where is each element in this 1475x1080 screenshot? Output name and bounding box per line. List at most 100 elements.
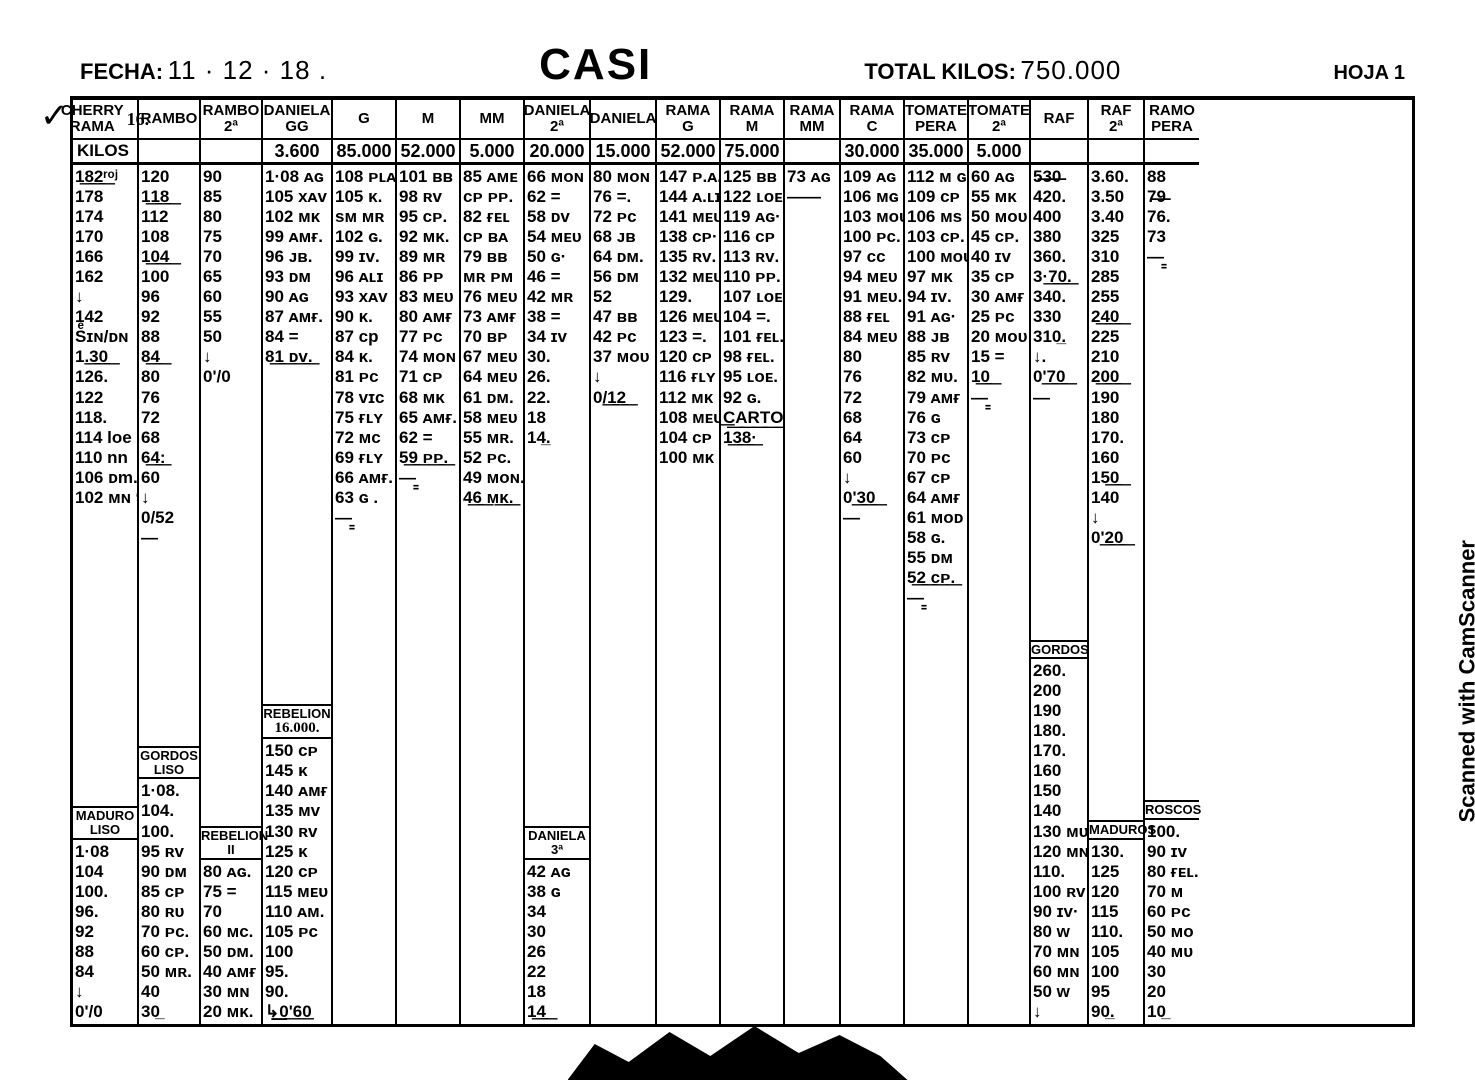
price-line: 100. xyxy=(1147,822,1197,842)
price-line: —̳ xyxy=(399,468,457,488)
price-line: —̳ xyxy=(335,508,393,528)
price-line: 125 xyxy=(1091,862,1141,882)
price-line: 54 ᴍᴇᴜ xyxy=(527,227,587,247)
header-bar: FECHA: 11 · 12 · 18 . CASI TOTAL KILOS: … xyxy=(70,40,1415,96)
price-line: 140 ᴀᴍғ xyxy=(265,781,329,801)
price-line: 20 ᴍᴋ. xyxy=(203,1002,259,1022)
price-line: 55 ᴍʀ. xyxy=(463,428,521,448)
price-line: 140 xyxy=(1033,801,1085,821)
price-line: 80 ғᴇʟ. xyxy=(1147,862,1197,882)
price-line: 103 cᴘ. xyxy=(907,227,965,247)
price-list: 5̶3̶0̶420.400380360.3·͟7͟0͟.340.330310̲.… xyxy=(1031,165,1087,640)
price-line: — xyxy=(843,508,901,528)
price-line: 50 ᴍʀ. xyxy=(141,962,197,982)
sub-header: MADUROS xyxy=(1089,820,1143,840)
price-line: 80 xyxy=(203,207,259,227)
column-2: RAMBO 2ª 908580757065605550↓0'/0REBELION … xyxy=(201,100,263,1024)
price-line: 97 ᴍᴋ xyxy=(907,267,965,287)
price-line: 70 ᴘc. xyxy=(141,922,197,942)
price-list: 66 ᴍᴏɴ62 =58 ᴅᴠ54 ᴍᴇᴜ50 ɢ·46 =42 ᴍʀ38 =3… xyxy=(525,165,589,826)
price-line: 95 cᴘ. xyxy=(399,207,457,227)
column-header: RAMA C xyxy=(841,100,903,140)
price-line: 64 xyxy=(843,428,901,448)
price-line: 100 xyxy=(1091,962,1141,982)
price-line: 130 ᴍᴜ xyxy=(1033,822,1085,842)
price-list: 108 ᴘʟᴀ105 ᴋ.sᴍ ᴍʀ102 ɢ.99 ɪᴠ.96 ᴀʟɪ93 x… xyxy=(333,165,395,1024)
column-header: RAMBO 2ª xyxy=(201,100,261,140)
price-line: 65 xyxy=(203,267,259,287)
kilos-value: 20.000 xyxy=(529,141,584,162)
price-line: 93 xᴀᴠ xyxy=(335,287,393,307)
price-line: 20 ᴍᴏᴜ xyxy=(971,327,1027,347)
price-line: —̳ xyxy=(971,388,1027,408)
price-line: 178 xyxy=(75,187,135,207)
price-line: 79 ʙʙ xyxy=(463,247,521,267)
price-line: 310̲. xyxy=(1033,327,1085,347)
price-line: 68 ᴍᴋ xyxy=(399,388,457,408)
price-line: 75 xyxy=(203,227,259,247)
price-line: 76 =. xyxy=(593,187,653,207)
price-line: 88 xyxy=(141,327,197,347)
price-line: 70 ᴍɴ xyxy=(1033,942,1085,962)
price-line: 99 ɪᴠ. xyxy=(335,247,393,267)
price-line: 100 xyxy=(141,267,197,287)
price-line: 60 ᴘc xyxy=(1147,902,1197,922)
price-list: 109 ᴀɢ106 ᴍɢ103 ᴍᴏᴜ100 ᴘc.97 ᴄᴄ94 ᴍᴇᴜ91 … xyxy=(841,165,903,1024)
price-line: 100 ᴍᴏᴜ xyxy=(907,247,965,267)
price-line: 1͟3͟8͟· xyxy=(723,428,781,448)
price-list: 125 ʙʙ122 ʟᴏᴇ119 ᴀɢ·116 cᴘ113 ʀᴠ.110 ᴘᴘ.… xyxy=(721,165,783,1024)
price-line: ↓ xyxy=(75,982,135,1002)
price-line: 138 cᴘ· xyxy=(659,227,717,247)
price-line: 1·08 ᴀɢ xyxy=(265,167,329,187)
price-list-secondary: 42 ᴀɢ38 ɢ34302622181͟4͟ xyxy=(525,860,589,1024)
price-line: 55 ᴅᴍ xyxy=(907,548,965,568)
price-line: 85 cᴘ xyxy=(141,882,197,902)
price-line: 93 ᴅᴍ xyxy=(265,267,329,287)
price-line: 90 ɪᴠ· xyxy=(1033,902,1085,922)
price-line: 50 xyxy=(203,327,259,347)
price-line: 225 xyxy=(1091,327,1141,347)
price-line: 112 ᴍ ɢ. xyxy=(907,167,965,187)
scan-blackout xyxy=(568,1020,908,1080)
price-line: 1·08 xyxy=(75,842,135,862)
price-line: 85 ʀᴠ xyxy=(907,347,965,367)
price-line: 105 xᴀᴠ xyxy=(265,187,329,207)
total-kilos-block: TOTAL KILOS: 750.000 xyxy=(864,55,1121,86)
price-line: 60 xyxy=(141,468,197,488)
price-line: 170. xyxy=(1091,428,1141,448)
price-line: 70 ᴍ xyxy=(1147,882,1197,902)
price-line: 38 = xyxy=(527,307,587,327)
column-17: RAMO PERA887̶9̶76.73—̳ROSCOS100.90 ɪᴠ80 … xyxy=(1145,100,1199,1024)
column-header: RAMA G xyxy=(657,100,719,140)
ledger-grid: CHERRY RAMA16.KILOS1͟8͟2͟ʳᵒʲ178174170166… xyxy=(70,96,1415,1027)
price-line: 210 xyxy=(1091,347,1141,367)
price-list: 908580757065605550↓0'/0 xyxy=(201,165,261,826)
price-line: 8͟1͟ ᴅ͟ᴠ͟. xyxy=(265,347,329,367)
price-line: 102 ᴍɴ 9͟2͟ xyxy=(75,488,135,508)
price-line: 126 ᴍᴇᴜ xyxy=(659,307,717,327)
price-line: 0/52 xyxy=(141,508,197,528)
price-line: 80 xyxy=(141,367,197,387)
price-line: 255 xyxy=(1091,287,1141,307)
price-line: 120 ᴍɴ xyxy=(1033,842,1085,862)
price-line: 30. xyxy=(527,347,587,367)
price-line: 90 ɪᴠ xyxy=(1147,842,1197,862)
price-line: 88 ғᴇʟ xyxy=(843,307,901,327)
price-line: —̳ xyxy=(907,588,965,608)
sub-header: MADURO LISO xyxy=(73,806,137,839)
sub-header: GORDOS LISO xyxy=(139,746,199,779)
sub-header: REBELION II xyxy=(201,826,261,859)
price-line: 38 ɢ xyxy=(527,882,587,902)
price-line: 101 ʙʙ xyxy=(399,167,457,187)
price-line: 61 ᴅᴍ. xyxy=(463,388,521,408)
price-line: ↓ xyxy=(593,367,653,387)
price-list: 101 ʙʙ98 ʀᴠ95 cᴘ.92 ᴍᴋ.89 ᴍʀ86 ᴘᴘ83 ᴍᴇᴜ8… xyxy=(397,165,459,1024)
price-line: 122 xyxy=(75,388,135,408)
price-line: 50 ᴅᴍ. xyxy=(203,942,259,962)
kilos-value: 30.000 xyxy=(844,141,899,162)
price-line: 87 ᴀᴍғ. xyxy=(265,307,329,327)
column-8: DANIELA15.00080 ᴍᴏɴ76 =.72 ᴘc68 ᴊʙ64 ᴅᴍ.… xyxy=(591,100,657,1024)
price-line: 91 ᴀɢ· xyxy=(907,307,965,327)
price-line: 50 ɢ· xyxy=(527,247,587,267)
price-line: 49 ᴍᴏɴ. xyxy=(463,468,521,488)
